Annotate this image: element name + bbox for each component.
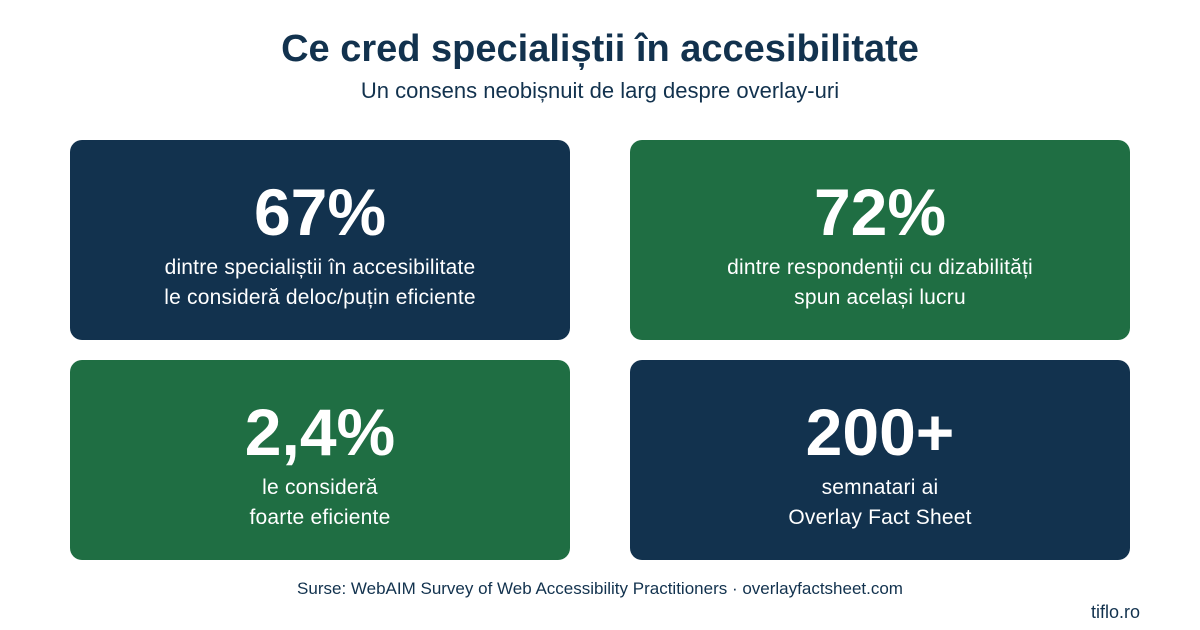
- page-title: Ce cred specialiștii în accesibilitate: [281, 28, 919, 70]
- stat-description-line: dintre specialiștii în accesibilitate: [164, 256, 476, 279]
- stat-description: dintre specialiștii în accesibilitate le…: [70, 253, 570, 313]
- stat-description: le consideră foarte eficiente: [70, 473, 570, 533]
- stat-description-line: semnatari ai: [821, 476, 939, 499]
- stat-description: semnatari ai Overlay Fact Sheet: [630, 473, 1130, 533]
- stat-description-line: Overlay Fact Sheet: [788, 506, 972, 529]
- stat-description-line: le consideră: [262, 476, 378, 499]
- sources-footnote: Surse: WebAIM Survey of Web Accessibilit…: [297, 579, 903, 598]
- stat-description: dintre respondenții cu dizabilități spun…: [630, 253, 1130, 313]
- stat-value: 72%: [813, 175, 947, 249]
- brand-label: tiflo.ro: [1090, 602, 1140, 622]
- page-subtitle: Un consens neobișnuit de larg despre ove…: [360, 78, 840, 103]
- stat-description-line: le consideră deloc/puțin eficiente: [164, 286, 476, 309]
- stat-description-line: foarte eficiente: [249, 506, 391, 529]
- stat-card: 67% dintre specialiștii în accesibilitat…: [70, 140, 570, 340]
- stat-description-line: spun același lucru: [794, 286, 966, 309]
- stat-card: 72% dintre respondenții cu dizabilități …: [630, 140, 1130, 340]
- stat-value: 67%: [253, 175, 387, 249]
- stat-card: 2,4% le consideră foarte eficiente: [70, 360, 570, 560]
- stat-description-line: dintre respondenții cu dizabilități: [727, 256, 1033, 279]
- stat-value: 200+: [805, 395, 955, 469]
- stat-card: 200+ semnatari ai Overlay Fact Sheet: [630, 360, 1130, 560]
- stat-value: 2,4%: [244, 395, 396, 469]
